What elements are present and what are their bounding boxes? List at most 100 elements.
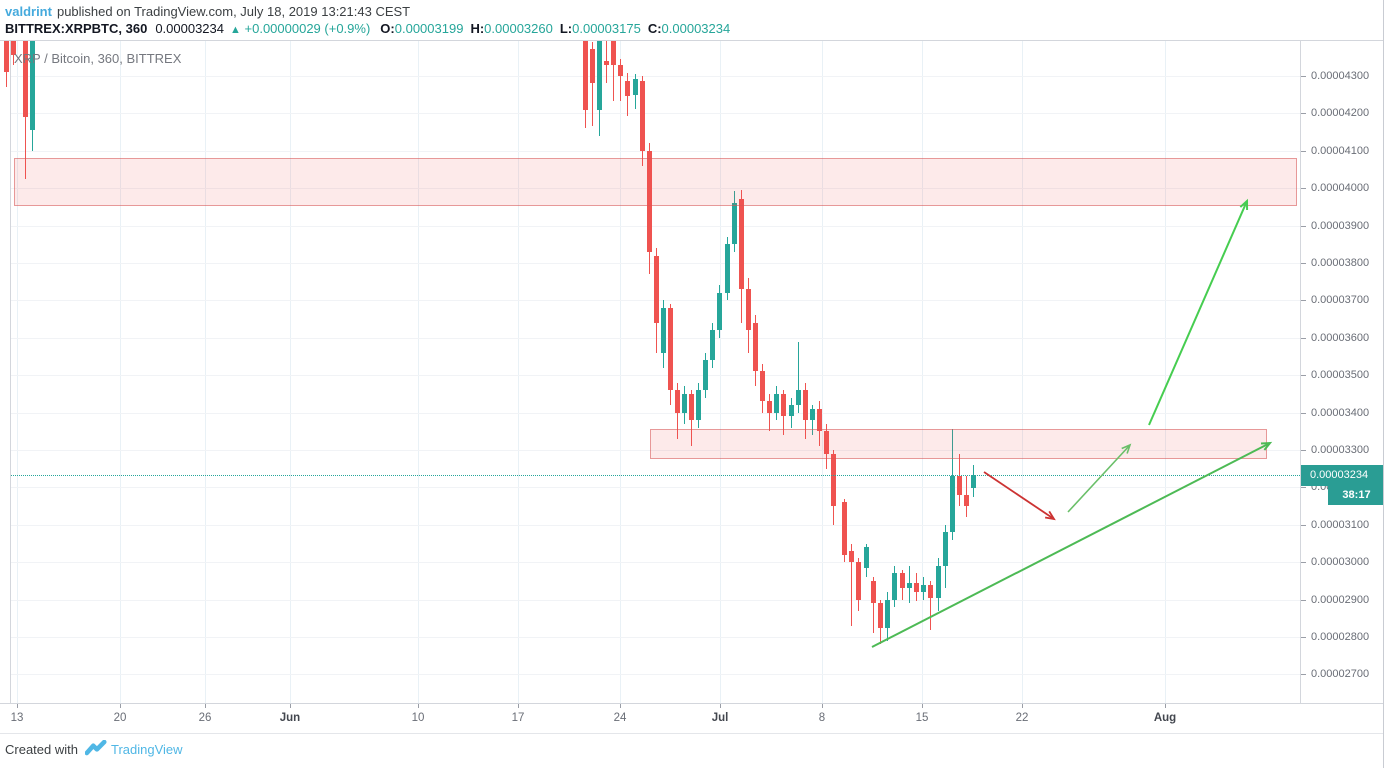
candle-body [892, 573, 897, 600]
candle-body [810, 408, 815, 421]
grid-line-horizontal [11, 450, 1300, 451]
candle-body [640, 80, 645, 152]
breakout-target-arrow [1148, 200, 1248, 426]
candle-body [774, 393, 779, 413]
candle-body [611, 41, 616, 65]
price-tick-mark [1301, 337, 1306, 339]
candle-body [583, 41, 588, 110]
candle-body [831, 453, 836, 507]
grid-line-vertical [1165, 41, 1166, 703]
ascending-trend-arrow [871, 442, 1271, 648]
tradingview-link[interactable]: TradingView [110, 742, 183, 757]
candle-body [885, 599, 890, 628]
tradingview-logo-icon [84, 739, 107, 759]
price-tick-label: 0.00003300 [1311, 444, 1370, 456]
price-tick-label: 0.00003000 [1311, 556, 1370, 569]
candle-body [921, 584, 926, 593]
author-link[interactable]: valdrint [5, 4, 52, 19]
candle-body [682, 393, 687, 413]
price-tick-label: 0.00003700 [1311, 294, 1370, 307]
pane-left-border [10, 41, 11, 703]
price-tick-label: 0.00004300 [1311, 70, 1370, 82]
candle-body [817, 408, 822, 432]
candle-body [871, 580, 876, 604]
candle-body [710, 330, 715, 361]
grid-line-vertical [822, 41, 823, 703]
time-tick-label: 24 [613, 712, 627, 724]
grid-line-vertical [1022, 41, 1023, 703]
time-tick-mark [518, 704, 519, 708]
symbol-name[interactable]: BITTREX:XRPBTC, 360 [5, 21, 148, 36]
price-tick-label: 0.00004200 [1311, 107, 1370, 120]
candle-body [661, 307, 666, 353]
time-tick-label: 20 [113, 712, 127, 724]
price-tick-label: 0.00002800 [1311, 631, 1370, 643]
time-tick-mark [120, 704, 121, 708]
price-tick-label: 0.00003400 [1311, 406, 1370, 419]
header-last-price: 0.00003234 [155, 21, 224, 36]
grid-line-vertical [205, 41, 206, 703]
candle-body [633, 78, 638, 95]
rejection-down-arrow [983, 471, 1055, 520]
time-axis[interactable]: 13 20 26 Jun 10 17 24 Jul 8 15 22 Aug [0, 703, 1383, 734]
price-tick-label: 0.00003600 [1311, 331, 1370, 344]
publish-info: valdrint published on TradingView.com, Ju… [5, 4, 410, 19]
price-tick-mark [1301, 562, 1306, 564]
price-tick-mark [1301, 188, 1306, 190]
candle-body [753, 322, 758, 372]
candle-body [746, 289, 751, 331]
grid-line-horizontal [11, 412, 1300, 414]
price-tick-label: 0.00004100 [1311, 144, 1370, 157]
price-tick-mark [1301, 487, 1306, 489]
price-axis[interactable]: 0.00003234 38:17 0.00004300 0.00004200 0.0… [1300, 40, 1383, 703]
candle-body [654, 255, 659, 323]
grid-line-horizontal [11, 76, 1300, 77]
price-change: ▲ +0.00000029 (+0.9%) [230, 21, 370, 36]
price-tick-mark [1301, 674, 1306, 676]
candle-body [914, 582, 919, 593]
candle-body [11, 41, 16, 56]
grid-line-vertical [120, 41, 121, 703]
candle-body [796, 390, 801, 406]
price-tick-mark [1301, 599, 1306, 601]
candle-body [732, 203, 737, 245]
price-tick-label: 0.00002900 [1311, 593, 1370, 606]
price-tick-mark [1301, 150, 1306, 152]
grid-line-vertical [17, 41, 18, 703]
price-tick-mark [1301, 450, 1306, 451]
ohlc-open: O:0.00003199 [380, 21, 464, 36]
chart-pane[interactable]: XRP / Bitcoin, 360, BITTREX [0, 40, 1300, 703]
candle-body [23, 41, 28, 118]
rejection-down-arrow-head [1044, 510, 1056, 521]
candle-body [767, 401, 772, 413]
candle-body [647, 151, 652, 252]
candle-body [604, 61, 609, 65]
time-tick-mark [620, 704, 621, 708]
candle-body [618, 64, 623, 76]
candle-body [625, 80, 630, 97]
candle-wick [620, 59, 621, 102]
price-tick-mark [1301, 524, 1306, 526]
time-tick-mark [418, 704, 419, 708]
candle-body [950, 476, 955, 533]
grid-line-horizontal [11, 637, 1300, 638]
candle-body [964, 494, 969, 507]
ohlc-high: H:0.00003260 [470, 21, 553, 36]
grid-line-horizontal [11, 337, 1300, 339]
price-tick-mark [1301, 263, 1306, 264]
candle-body [590, 49, 595, 84]
candle-body [739, 199, 744, 290]
created-with-text: Created with [5, 742, 78, 757]
time-tick-mark [1165, 704, 1166, 708]
price-tick-mark [1301, 225, 1306, 227]
price-tick-label: 0.00003500 [1311, 369, 1370, 382]
candle-body [717, 292, 722, 331]
time-tick-mark [17, 704, 18, 708]
grid-line-vertical [518, 41, 519, 703]
candle-body [824, 431, 829, 454]
grid-line-horizontal [11, 375, 1300, 377]
candle-body [760, 371, 765, 402]
candle-body [878, 603, 883, 628]
price-tick-mark [1301, 637, 1306, 638]
candle-body [957, 476, 962, 495]
